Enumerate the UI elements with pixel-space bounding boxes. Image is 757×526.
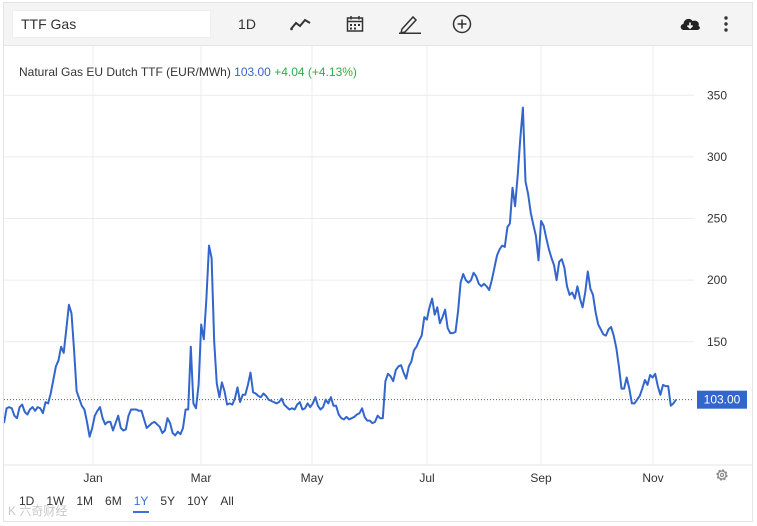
- range-button-1d[interactable]: 1D: [19, 494, 35, 508]
- price-chart: 150 200 250 300 350 Jan Mar May Jul Sep Nov 103.00: [4, 46, 752, 485]
- chart-toolbar: TTF Gas 1D: [4, 3, 752, 46]
- chart-widget: TTF Gas 1D 150 200 250 300 350 Jan Mar May Jul Se…: [3, 2, 753, 522]
- range-button-1w[interactable]: 1W: [46, 494, 65, 508]
- settings-icon[interactable]: [714, 467, 730, 488]
- range-button-10y[interactable]: 10Y: [187, 494, 209, 508]
- x-tick-label: Jul: [419, 471, 434, 485]
- interval-button[interactable]: 1D: [238, 16, 256, 32]
- more-icon[interactable]: [720, 12, 732, 36]
- series-line: [4, 106, 677, 438]
- x-tick-label: Jan: [83, 471, 102, 485]
- range-button-5y[interactable]: 5Y: [160, 494, 176, 508]
- y-tick-label: 350: [707, 88, 727, 102]
- add-indicator-icon[interactable]: [450, 12, 474, 36]
- watermark-logo: K 六奇财经: [8, 504, 68, 518]
- symbol-input[interactable]: TTF Gas: [12, 10, 211, 38]
- legend-name: Natural Gas EU Dutch TTF (EUR/MWh): [19, 65, 231, 79]
- y-tick-label: 250: [707, 212, 727, 226]
- chart-legend: Natural Gas EU Dutch TTF (EUR/MWh) 103.0…: [19, 65, 357, 79]
- download-icon[interactable]: [678, 12, 702, 36]
- range-button-6m[interactable]: 6M: [105, 494, 122, 508]
- range-selector: 1D 1W 1M 6M 1Y 5Y 10Y All: [18, 494, 245, 513]
- draw-icon[interactable]: [397, 12, 423, 36]
- x-tick-label: May: [301, 471, 324, 485]
- y-tick-label: 300: [707, 150, 727, 164]
- last-price-label-bg: [697, 390, 747, 409]
- legend-price: 103.00: [234, 65, 271, 79]
- y-tick-label: 200: [707, 273, 727, 287]
- x-tick-label: Mar: [191, 471, 212, 485]
- line-style-icon[interactable]: [288, 12, 314, 36]
- x-tick-label: Nov: [642, 471, 663, 485]
- last-price-label: 103.00: [704, 393, 741, 407]
- x-tick-label: Sep: [530, 471, 552, 485]
- legend-change: +4.04 (+4.13%): [274, 65, 357, 79]
- calendar-icon[interactable]: [344, 12, 366, 36]
- range-button-1y[interactable]: 1Y: [132, 494, 150, 513]
- range-button-all[interactable]: All: [220, 494, 234, 508]
- y-tick-label: 150: [707, 335, 727, 349]
- range-button-1m[interactable]: 1M: [76, 494, 94, 508]
